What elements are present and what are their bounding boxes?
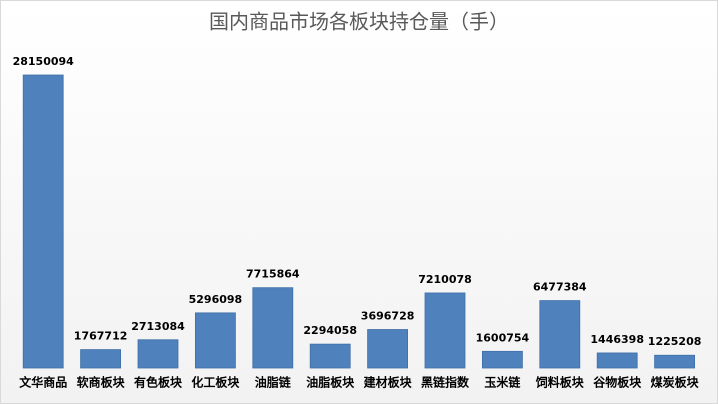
x-tick-label: 有色板块	[134, 375, 183, 390]
data-label: 2713084	[131, 320, 185, 333]
data-label: 1600754	[476, 331, 530, 344]
x-tick-label: 煤炭板块	[651, 375, 700, 390]
bar	[80, 349, 121, 369]
x-tick-label: 文华商品	[19, 375, 67, 390]
data-label: 1446398	[590, 333, 644, 346]
x-tick-label: 化工板块	[191, 375, 240, 390]
data-label: 7715864	[246, 268, 300, 281]
x-tick-label: 玉米链	[484, 375, 521, 390]
x-tick-label: 软商板块	[77, 375, 126, 390]
bar	[539, 300, 581, 369]
bar	[22, 74, 64, 369]
x-tick-label: 黑链指数	[421, 375, 470, 390]
data-label: 3696728	[361, 310, 415, 323]
x-tick-label: 建材板块	[363, 375, 413, 390]
bar	[481, 350, 523, 369]
data-label: 5296098	[189, 293, 243, 306]
data-label: 2294058	[303, 324, 357, 337]
data-label: 1767712	[74, 330, 128, 343]
x-tick-label: 油脂板块	[306, 375, 355, 390]
bar	[252, 287, 294, 369]
bar	[654, 354, 695, 369]
x-tick-label: 谷物板块	[593, 375, 642, 390]
data-label: 28150094	[13, 55, 75, 68]
bar	[309, 343, 351, 369]
bar	[367, 329, 409, 369]
bar	[137, 339, 179, 369]
x-tick-label: 油脂链	[255, 375, 292, 390]
data-label: 6477384	[533, 281, 587, 294]
x-tick-label: 饲料板块	[535, 375, 585, 390]
bar	[424, 292, 466, 369]
bar	[194, 312, 236, 369]
data-label: 7210078	[418, 273, 472, 286]
chart-title: 国内商品市场各板块持仓量（手）	[209, 10, 509, 34]
data-label: 1225208	[648, 335, 702, 348]
bar	[596, 352, 638, 369]
